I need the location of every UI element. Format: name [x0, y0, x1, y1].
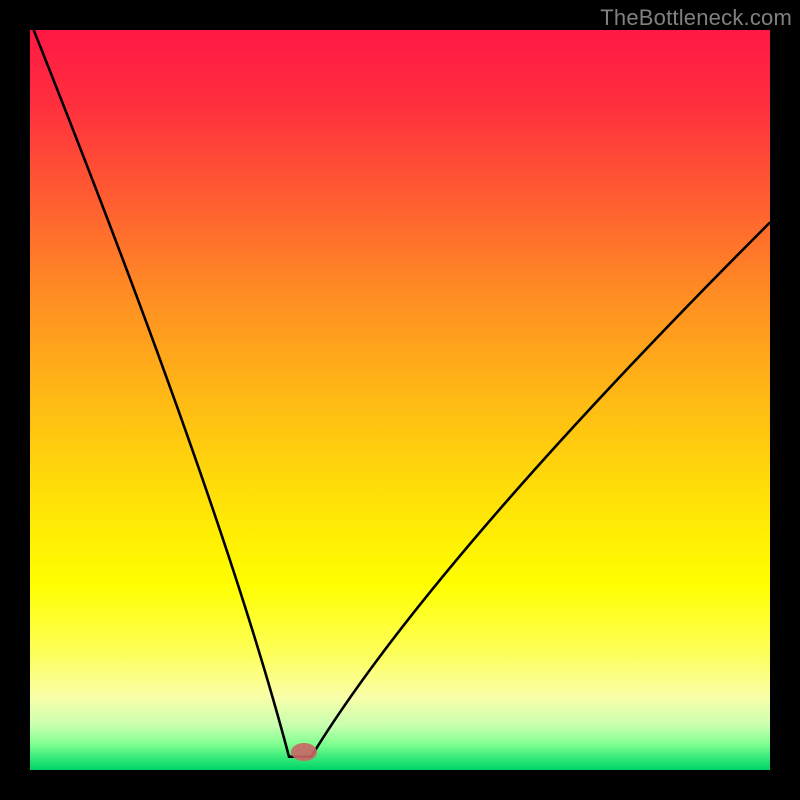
chart-container: TheBottleneck.com [0, 0, 800, 800]
bottleneck-curve [30, 30, 770, 770]
plot-area [30, 30, 770, 770]
curve-path [34, 30, 770, 757]
watermark-text: TheBottleneck.com [600, 5, 792, 31]
optimum-marker [291, 743, 317, 761]
